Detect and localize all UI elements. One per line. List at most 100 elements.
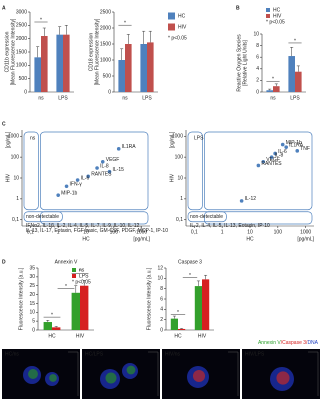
point [86, 174, 91, 179]
region-label: non-detectable [26, 214, 59, 220]
point-label: IL-15 [113, 167, 125, 173]
legend-label: HC [273, 7, 281, 13]
x-tick-label: 1 [221, 229, 224, 235]
cell-stain [105, 372, 117, 384]
bar [273, 86, 280, 92]
image-title-part: /Caspase 3/ [281, 340, 308, 346]
micrograph-label: HIV/ns [165, 351, 181, 357]
x-tick-label: ns [270, 95, 276, 101]
point-label: IL-8 [100, 163, 109, 169]
chart-title: LPS [194, 135, 204, 141]
region-label: non-detectable [190, 214, 223, 220]
y-tick-label: 2500 [100, 9, 111, 15]
image-title-part: DNA [307, 340, 318, 346]
y-tick-label: 25 [29, 283, 35, 289]
x-unit: [pg/mL] [133, 236, 150, 242]
region-non-detectable [23, 211, 63, 223]
micrograph-label: HIV/LPS [245, 351, 265, 357]
point [64, 184, 69, 189]
point-label: IL1RA [122, 144, 137, 150]
point [239, 199, 244, 203]
y-axis-label: CD11b expression [4, 31, 10, 72]
region-both [204, 131, 313, 211]
x-tick-label: 10 [83, 229, 89, 235]
cell-stain [126, 365, 136, 375]
bar [52, 327, 61, 330]
y-tick-label: 1 [180, 196, 183, 202]
y-tick-label: 0,1 [176, 217, 183, 223]
x-axis-label: HC [246, 236, 254, 242]
chart-title: ns [30, 135, 36, 141]
micrograph [82, 349, 160, 399]
y-tick-label: 35 [29, 265, 35, 271]
chart-title: Annexin V [55, 259, 78, 265]
point-label: IFN-γ [70, 182, 83, 188]
point-label: IL-12 [245, 196, 257, 202]
point-label: VEGF [106, 157, 120, 163]
x-unit: [pg/mL] [297, 236, 314, 242]
point-label: IL-8 [275, 152, 284, 158]
point-label: IL1RA [289, 143, 304, 149]
x-tick-label: LPS [58, 95, 68, 101]
y-tick-label: 20 [29, 292, 35, 298]
point [95, 166, 99, 170]
x-tick-label: 10 [247, 229, 253, 235]
y-tick-label: 100 [175, 154, 184, 160]
region-hiv-only [23, 131, 39, 211]
y-tick-label: 0 [160, 327, 163, 333]
scale-grid [308, 351, 319, 396]
x-tick-label: 1000 [136, 229, 147, 235]
y-tick-label: 3000 [16, 9, 27, 15]
significance-star: * [189, 273, 191, 279]
cell-stain [192, 369, 206, 383]
point-label: IL-6 [81, 175, 90, 181]
legend-swatch [266, 8, 270, 12]
bar [194, 286, 202, 330]
y-tick-label: 5 [32, 318, 35, 324]
x-tick-label: 100 [274, 229, 283, 235]
y-tick-label: 0 [256, 89, 259, 95]
y-tick-label: 1000 [16, 63, 27, 69]
y-tick-label: 10 [13, 175, 19, 181]
point [100, 159, 105, 164]
y-axis-label: Fluorescence Intensity [a.u.] [18, 267, 24, 330]
bar [170, 318, 178, 330]
y-tick-label: 1500 [16, 49, 27, 55]
point [269, 155, 274, 159]
y-tick-label: 0 [24, 89, 27, 95]
bar [288, 56, 295, 92]
bar [56, 34, 63, 92]
significance-star: * [65, 284, 67, 290]
y-tick-label: 4 [256, 66, 259, 72]
region-hc-only [204, 211, 313, 225]
scale-grid [68, 351, 79, 396]
bar [202, 279, 210, 330]
point-label: TNF [300, 146, 310, 152]
y-axis-label: Reactive Oxygen Species [236, 34, 242, 92]
y-tick-label: 1000 [8, 134, 19, 140]
y-tick-label: 0 [32, 327, 35, 333]
significance-star: * [40, 17, 42, 23]
bar [140, 44, 147, 92]
y-unit: [pg/mL] [5, 131, 11, 148]
region-non-detectable [187, 211, 227, 223]
point [273, 151, 277, 156]
y-tick-label: 1 [16, 196, 19, 202]
point-label: VEGF [266, 157, 280, 163]
point-label: MIP-1b [286, 140, 302, 146]
x-tick-label: 1000 [300, 229, 311, 235]
footnote: IL-2, IL-4, IL-5, IL-13, Eotaxin, IP-10 [190, 223, 270, 229]
micrograph-label: HC/ns [5, 351, 19, 357]
bar [266, 90, 273, 92]
y-tick-label: 500 [19, 76, 28, 82]
significance-star: * [124, 21, 126, 27]
legend-label: HIV [178, 24, 187, 30]
y-axis-label: [Mean Fluorescence Intensity] [10, 18, 16, 85]
cell-stain [28, 369, 38, 379]
y-axis-label: HIV [5, 173, 11, 182]
y-tick-label: 2 [160, 317, 163, 323]
x-axis-label: HC [82, 236, 90, 242]
legend-swatch [72, 268, 76, 272]
bar [41, 36, 48, 92]
legend-swatch [266, 14, 270, 18]
